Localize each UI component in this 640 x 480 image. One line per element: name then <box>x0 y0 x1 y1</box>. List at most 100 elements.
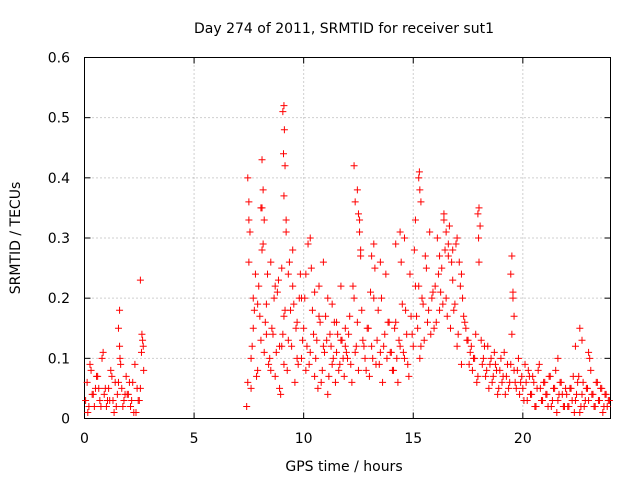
data-point <box>347 360 355 368</box>
data-point <box>302 270 310 278</box>
data-point <box>417 198 425 206</box>
data-point <box>341 342 349 350</box>
data-point <box>340 372 348 380</box>
data-point <box>540 378 548 386</box>
data-point <box>413 312 421 320</box>
data-point <box>261 318 269 326</box>
data-point <box>510 312 518 320</box>
y-tick-label: 0.2 <box>48 291 70 307</box>
data-point <box>318 366 326 374</box>
data-point <box>453 342 461 350</box>
data-point <box>555 390 563 398</box>
data-point <box>421 252 429 260</box>
data-point <box>465 360 473 368</box>
data-point <box>451 300 459 308</box>
data-point <box>427 330 435 338</box>
data-point <box>397 258 405 266</box>
data-point <box>428 294 436 302</box>
data-point <box>594 396 602 404</box>
data-point <box>370 240 378 248</box>
data-point <box>509 294 517 302</box>
data-point <box>259 186 267 194</box>
data-point <box>283 366 291 374</box>
data-point <box>249 324 257 332</box>
data-point <box>137 348 145 356</box>
data-point <box>475 258 483 266</box>
data-point <box>496 366 504 374</box>
data-point <box>257 204 265 212</box>
data-point <box>293 318 301 326</box>
data-point <box>334 330 342 338</box>
data-point <box>485 384 493 392</box>
data-point <box>542 390 550 398</box>
data-point <box>245 216 253 224</box>
data-point <box>360 342 368 350</box>
data-point <box>278 342 286 350</box>
data-point <box>552 366 560 374</box>
data-point <box>140 366 148 374</box>
data-point <box>454 330 462 338</box>
data-point <box>276 384 284 392</box>
data-point <box>442 228 450 236</box>
data-point <box>278 264 286 272</box>
data-point <box>512 384 520 392</box>
data-point <box>448 258 456 266</box>
data-point <box>402 306 410 314</box>
data-point <box>432 318 440 326</box>
data-point <box>116 342 124 350</box>
data-point <box>121 390 129 398</box>
data-point <box>348 378 356 386</box>
data-point <box>323 336 331 344</box>
data-point <box>544 402 552 410</box>
data-point <box>267 258 275 266</box>
data-point <box>391 324 399 332</box>
data-point <box>501 390 509 398</box>
data-point <box>505 384 513 392</box>
data-point <box>581 396 589 404</box>
data-point <box>305 360 313 368</box>
data-point <box>93 372 101 380</box>
data-point <box>586 354 594 362</box>
data-point <box>587 366 595 374</box>
data-point <box>605 396 613 404</box>
data-point <box>98 354 106 362</box>
data-point <box>131 360 139 368</box>
data-point <box>265 360 273 368</box>
y-tick-label: 0.6 <box>48 51 70 67</box>
data-point <box>362 366 370 374</box>
data-point <box>136 276 144 284</box>
data-point <box>557 378 565 386</box>
data-point <box>379 378 387 386</box>
data-point <box>280 360 288 368</box>
data-point <box>483 366 491 374</box>
data-point <box>573 390 581 398</box>
data-point <box>599 408 607 416</box>
data-point <box>86 360 94 368</box>
data-point <box>258 246 266 254</box>
data-point <box>423 318 431 326</box>
data-point <box>280 126 288 134</box>
data-point <box>312 354 320 362</box>
data-point <box>419 300 427 308</box>
data-point <box>248 342 256 350</box>
data-point <box>338 336 346 344</box>
data-point <box>246 228 254 236</box>
data-point <box>456 282 464 290</box>
data-point <box>247 354 255 362</box>
data-point <box>444 240 452 248</box>
y-tick-label: 0.4 <box>48 171 70 187</box>
data-point <box>462 324 470 332</box>
data-point <box>474 372 482 380</box>
data-point <box>476 222 484 230</box>
data-point <box>356 228 364 236</box>
data-point <box>304 240 312 248</box>
data-point <box>301 294 309 302</box>
data-point <box>368 342 376 350</box>
data-point <box>498 378 506 386</box>
data-point <box>134 396 142 404</box>
data-point <box>439 300 447 308</box>
data-point <box>579 378 587 386</box>
data-point <box>438 264 446 272</box>
data-point <box>325 372 333 380</box>
